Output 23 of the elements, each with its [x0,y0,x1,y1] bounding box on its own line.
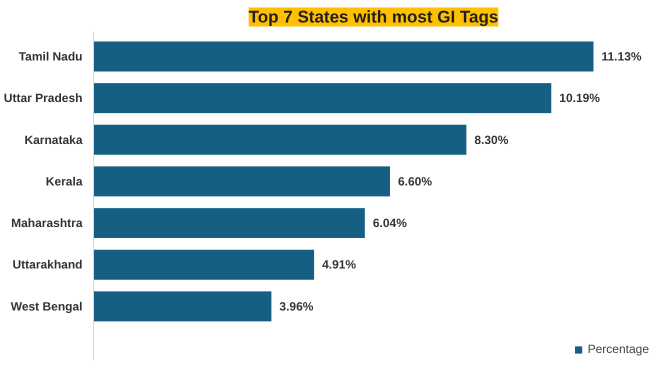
data-label: 10.19% [559,91,600,106]
legend-label: Percentage [588,342,649,356]
data-label: 8.30% [474,132,509,147]
data-label: 6.60% [398,174,432,188]
y-tick-label: West Bengal [10,299,82,314]
y-tick-label: Kerala [46,174,83,188]
y-tick-label: Uttar Pradesh [4,91,83,106]
data-label: 4.91% [322,258,356,272]
data-label: 11.13% [602,49,642,64]
bar [94,250,314,280]
bar [94,166,390,196]
bar [94,208,365,238]
y-tick-label: Karnataka [24,132,83,147]
data-label: 3.96% [279,299,314,314]
data-label: 6.04% [372,216,408,230]
bar [94,41,594,72]
y-tick-label: Uttarakhand [12,258,82,272]
y-tick-label: Maharashtra [11,216,83,230]
bar [94,291,272,322]
chart-title: Top 7 States with most GI Tags [248,8,498,26]
bar [94,124,466,155]
y-tick-label: Tamil Nadu [18,49,83,64]
bar [94,83,552,114]
